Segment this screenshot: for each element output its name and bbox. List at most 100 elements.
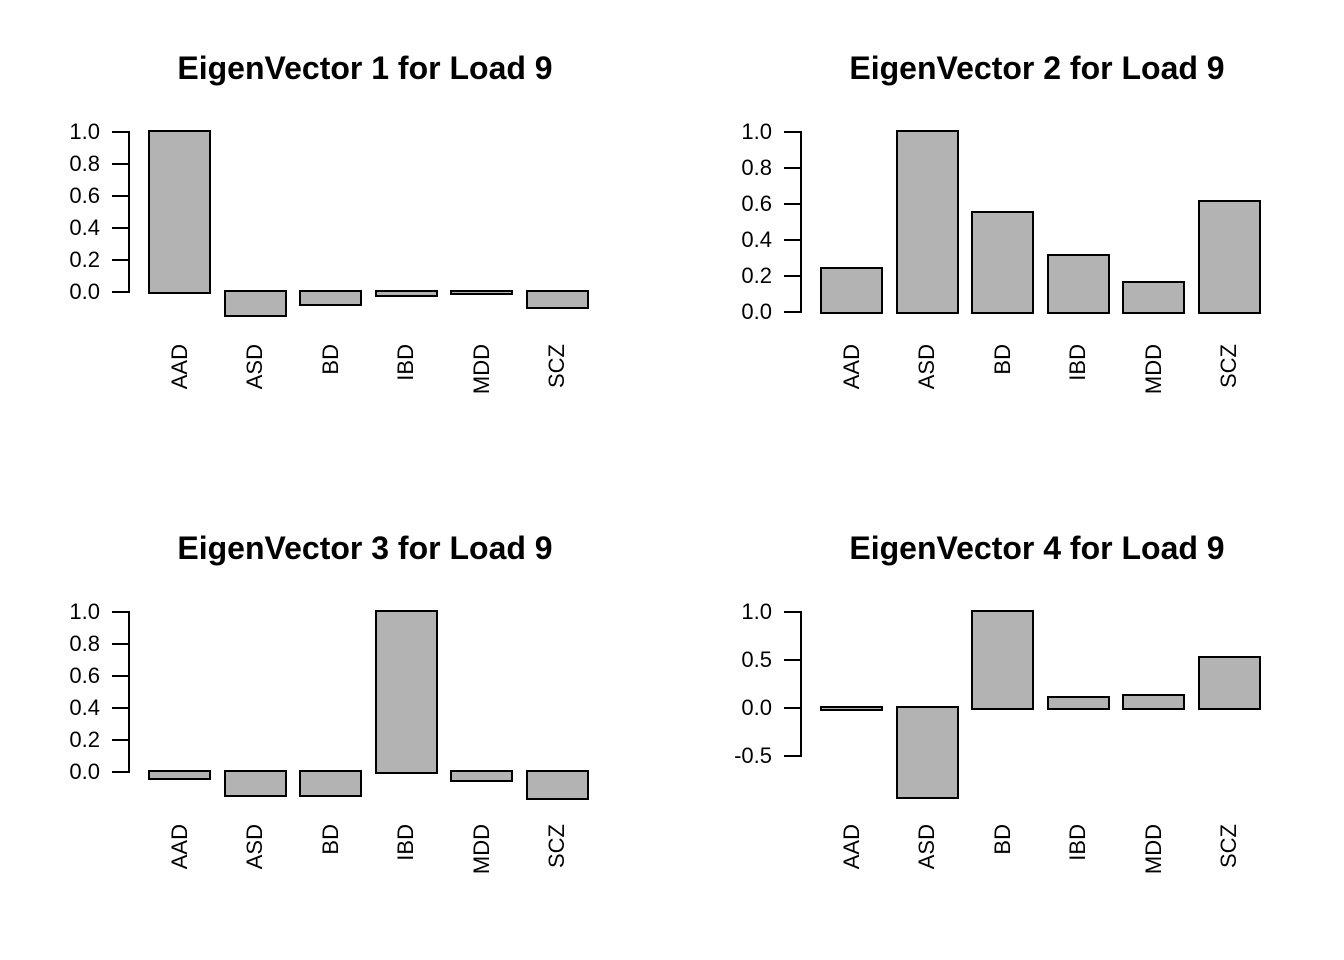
bar-scz xyxy=(525,290,589,310)
y-tick xyxy=(112,131,128,133)
y-axis-line xyxy=(128,611,130,773)
x-category-label: MDD xyxy=(468,344,494,395)
x-category-label: BD xyxy=(317,824,343,855)
y-tick xyxy=(112,291,128,293)
chart-panel-eigenvector-4: EigenVector 4 for Load 9 1.0 0.5 0.0 -0.5 AA… xyxy=(672,480,1344,960)
y-tick-label: 0.0 xyxy=(69,279,100,304)
chart-title: EigenVector 1 for Load 9 xyxy=(177,50,553,86)
y-tick-label: 0.2 xyxy=(69,247,100,272)
y-tick-label: 0.0 xyxy=(741,299,772,324)
y-tick xyxy=(112,163,128,165)
x-category-label: MDD xyxy=(1140,824,1166,875)
y-axis-line xyxy=(128,131,130,293)
plot-area: 0.0 0.2 0.4 0.6 0.8 1.0 AAD ASD BD IBD MDD SCZ xyxy=(672,0,1344,480)
x-category-label: SCZ xyxy=(544,824,569,868)
x-category-label: SCZ xyxy=(544,344,569,388)
x-category-label: ASD xyxy=(914,824,939,870)
x-category-label: SCZ xyxy=(1216,824,1241,868)
bar-bd xyxy=(299,290,362,306)
y-tick-label: 0.8 xyxy=(69,151,100,176)
chart-panel-eigenvector-1: EigenVector 1 for Load 9 0.0 0.2 0.4 0.6 0.8… xyxy=(0,0,672,480)
y-tick xyxy=(112,611,128,613)
bar-asd xyxy=(895,706,959,800)
y-tick xyxy=(784,275,800,277)
bar-bd xyxy=(971,211,1034,314)
y-tick xyxy=(784,707,800,709)
y-tick xyxy=(112,771,128,773)
bar-scz xyxy=(525,770,589,801)
y-tick-label: 0.0 xyxy=(69,759,100,784)
bar-bd xyxy=(299,770,362,798)
y-tick xyxy=(784,203,800,205)
x-category-label: IBD xyxy=(393,824,418,861)
x-category-label: SCZ xyxy=(1216,344,1241,388)
bar-mdd xyxy=(1122,694,1185,710)
bar-asd xyxy=(895,130,959,314)
bar-mdd xyxy=(1122,281,1185,314)
x-category-label: BD xyxy=(989,344,1015,375)
plot-area: 1.0 0.5 0.0 -0.5 AAD ASD BD IBD MDD SCZ xyxy=(672,480,1344,960)
y-tick xyxy=(784,659,800,661)
y-axis-line xyxy=(800,131,802,313)
x-category-label: IBD xyxy=(1065,824,1090,861)
chart-panel-eigenvector-2: EigenVector 2 for Load 9 0.0 0.2 0.4 0.6 0.8… xyxy=(672,0,1344,480)
x-category-label: ASD xyxy=(242,824,267,870)
y-tick xyxy=(784,611,800,613)
x-category-label: IBD xyxy=(393,344,418,381)
y-tick-label: 0.6 xyxy=(741,191,772,216)
y-tick-label: 0.6 xyxy=(69,663,100,688)
bar-mdd xyxy=(450,290,513,295)
x-category-label: AAD xyxy=(166,344,192,390)
y-tick xyxy=(784,167,800,169)
bar-ibd xyxy=(1046,696,1110,710)
bar-aad xyxy=(148,770,211,781)
y-tick-label: 0.4 xyxy=(69,695,100,720)
x-category-label: AAD xyxy=(838,344,864,390)
x-category-label: BD xyxy=(989,824,1015,855)
y-tick xyxy=(112,707,128,709)
y-axis-line xyxy=(800,611,802,757)
x-category-label: MDD xyxy=(468,824,494,875)
y-tick-label: -0.5 xyxy=(734,743,772,768)
bar-aad xyxy=(820,706,883,711)
x-category-label: MDD xyxy=(1140,344,1166,395)
bar-asd xyxy=(223,290,287,318)
y-tick xyxy=(784,311,800,313)
chart-title: EigenVector 4 for Load 9 xyxy=(849,530,1225,566)
y-tick xyxy=(112,739,128,741)
y-tick-label: 0.2 xyxy=(69,727,100,752)
y-tick-label: 0.6 xyxy=(69,183,100,208)
bar-scz xyxy=(1197,656,1261,710)
y-tick-label: 0.8 xyxy=(741,155,772,180)
x-category-label: ASD xyxy=(242,344,267,390)
y-tick xyxy=(112,259,128,261)
y-tick-label: 1.0 xyxy=(69,119,100,144)
bar-ibd xyxy=(1046,254,1110,314)
y-tick-label: 0.0 xyxy=(741,695,772,720)
y-tick xyxy=(112,643,128,645)
x-category-label: BD xyxy=(317,344,343,375)
x-category-label: ASD xyxy=(914,344,939,390)
x-category-label: AAD xyxy=(166,824,192,870)
plot-area: 0.0 0.2 0.4 0.6 0.8 1.0 AAD ASD BD IBD MDD SCZ xyxy=(0,480,672,960)
x-category-label: IBD xyxy=(1065,344,1090,381)
y-tick xyxy=(112,195,128,197)
chart-title: EigenVector 2 for Load 9 xyxy=(849,50,1225,86)
y-tick-label: 0.2 xyxy=(741,263,772,288)
y-tick xyxy=(112,675,128,677)
y-tick-label: 0.4 xyxy=(741,227,772,252)
y-tick-label: 0.8 xyxy=(69,631,100,656)
y-tick xyxy=(784,755,800,757)
bar-aad xyxy=(148,130,211,294)
y-tick xyxy=(784,131,800,133)
bar-bd xyxy=(971,610,1034,710)
bar-asd xyxy=(223,770,287,798)
chart-title: EigenVector 3 for Load 9 xyxy=(177,530,553,566)
bar-scz xyxy=(1197,200,1261,314)
y-tick xyxy=(784,239,800,241)
bar-ibd xyxy=(374,610,438,774)
y-tick-label: 0.4 xyxy=(69,215,100,240)
bar-aad xyxy=(820,266,883,314)
y-tick-label: 1.0 xyxy=(741,119,772,144)
